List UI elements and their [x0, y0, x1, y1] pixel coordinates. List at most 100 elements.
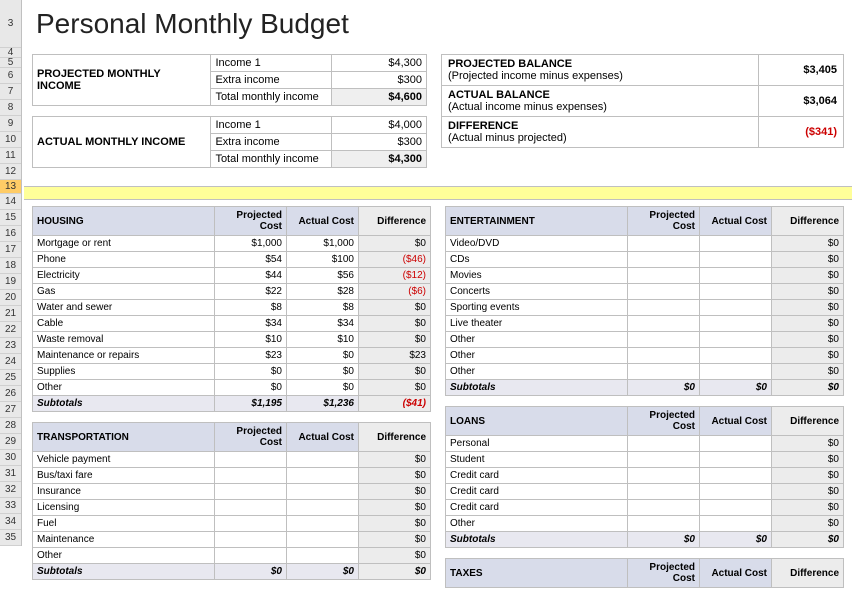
- cell[interactable]: [215, 500, 287, 516]
- cell[interactable]: $300: [331, 134, 426, 151]
- cell[interactable]: [215, 484, 287, 500]
- cell[interactable]: $34: [287, 316, 359, 332]
- row-header[interactable]: 21: [0, 306, 21, 322]
- row-header[interactable]: 28: [0, 418, 21, 434]
- cell[interactable]: [628, 252, 700, 268]
- row-header[interactable]: 6: [0, 68, 21, 84]
- row-header[interactable]: 12: [0, 164, 21, 180]
- row-header[interactable]: 33: [0, 498, 21, 514]
- row-header[interactable]: 34: [0, 514, 21, 530]
- row-header[interactable]: 10: [0, 132, 21, 148]
- cell[interactable]: [700, 468, 772, 484]
- row-header[interactable]: 17: [0, 242, 21, 258]
- row-header[interactable]: 7: [0, 84, 21, 100]
- cell[interactable]: $23: [215, 348, 287, 364]
- row-header[interactable]: 9: [0, 116, 21, 132]
- row-header[interactable]: 13: [0, 180, 21, 194]
- row-header[interactable]: 25: [0, 370, 21, 386]
- cell[interactable]: $22: [215, 284, 287, 300]
- cell[interactable]: [215, 532, 287, 548]
- row-header[interactable]: 8: [0, 100, 21, 116]
- cell[interactable]: [700, 484, 772, 500]
- row-header[interactable]: 26: [0, 386, 21, 402]
- row-header[interactable]: 16: [0, 226, 21, 242]
- cell[interactable]: [628, 364, 700, 380]
- cell[interactable]: [700, 236, 772, 252]
- row-header[interactable]: 19: [0, 274, 21, 290]
- cell[interactable]: [628, 316, 700, 332]
- cell[interactable]: Income 1: [211, 55, 331, 72]
- cell[interactable]: [287, 468, 359, 484]
- cell[interactable]: [700, 316, 772, 332]
- row-header[interactable]: 20: [0, 290, 21, 306]
- cell[interactable]: [700, 436, 772, 452]
- cell[interactable]: [700, 348, 772, 364]
- cell[interactable]: [700, 516, 772, 532]
- cell[interactable]: $8: [215, 300, 287, 316]
- cell[interactable]: [628, 332, 700, 348]
- row-header[interactable]: 31: [0, 466, 21, 482]
- cell[interactable]: [700, 332, 772, 348]
- cell[interactable]: [700, 268, 772, 284]
- cell[interactable]: [628, 468, 700, 484]
- cell[interactable]: [628, 452, 700, 468]
- cell[interactable]: $44: [215, 268, 287, 284]
- row-header[interactable]: 24: [0, 354, 21, 370]
- cell[interactable]: $10: [215, 332, 287, 348]
- row-header[interactable]: 35: [0, 530, 21, 546]
- cell[interactable]: [628, 268, 700, 284]
- cell[interactable]: [628, 436, 700, 452]
- row-header[interactable]: 3: [0, 0, 21, 48]
- cell[interactable]: $1,000: [215, 236, 287, 252]
- cell[interactable]: [215, 516, 287, 532]
- cell[interactable]: $54: [215, 252, 287, 268]
- cell[interactable]: [287, 532, 359, 548]
- cell[interactable]: [287, 516, 359, 532]
- cell[interactable]: [628, 484, 700, 500]
- row-header[interactable]: 14: [0, 194, 21, 210]
- cell[interactable]: $0: [287, 380, 359, 396]
- row-header[interactable]: 30: [0, 450, 21, 466]
- cell[interactable]: [700, 300, 772, 316]
- row-header[interactable]: 29: [0, 434, 21, 450]
- cell[interactable]: $4,000: [331, 117, 426, 134]
- cell[interactable]: [700, 364, 772, 380]
- cell[interactable]: $0: [215, 380, 287, 396]
- cell[interactable]: Income 1: [211, 117, 331, 134]
- cell[interactable]: [628, 348, 700, 364]
- cell[interactable]: [215, 548, 287, 564]
- row-header[interactable]: 11: [0, 148, 21, 164]
- cell[interactable]: $4,300: [331, 55, 426, 72]
- row-header[interactable]: 5: [0, 58, 21, 68]
- cell[interactable]: Extra income: [211, 134, 331, 151]
- cell[interactable]: [700, 252, 772, 268]
- cell[interactable]: $8: [287, 300, 359, 316]
- cell[interactable]: $1,000: [287, 236, 359, 252]
- cell[interactable]: [287, 484, 359, 500]
- row-header[interactable]: 18: [0, 258, 21, 274]
- cell[interactable]: [700, 500, 772, 516]
- cell[interactable]: [628, 236, 700, 252]
- cell[interactable]: $10: [287, 332, 359, 348]
- cell[interactable]: $0: [287, 364, 359, 380]
- cell[interactable]: [628, 300, 700, 316]
- cell[interactable]: $0: [215, 364, 287, 380]
- cell[interactable]: Extra income: [211, 72, 331, 89]
- cell[interactable]: [287, 452, 359, 468]
- cell[interactable]: [700, 452, 772, 468]
- cell[interactable]: $0: [287, 348, 359, 364]
- row-header[interactable]: 15: [0, 210, 21, 226]
- cell[interactable]: [215, 468, 287, 484]
- cell[interactable]: [700, 284, 772, 300]
- cell[interactable]: $300: [331, 72, 426, 89]
- cell[interactable]: [628, 284, 700, 300]
- row-header[interactable]: 32: [0, 482, 21, 498]
- cell[interactable]: $28: [287, 284, 359, 300]
- cell[interactable]: $56: [287, 268, 359, 284]
- cell[interactable]: $100: [287, 252, 359, 268]
- cell[interactable]: [628, 516, 700, 532]
- cell[interactable]: [287, 548, 359, 564]
- row-header[interactable]: 23: [0, 338, 21, 354]
- cell[interactable]: [628, 500, 700, 516]
- cell[interactable]: [215, 452, 287, 468]
